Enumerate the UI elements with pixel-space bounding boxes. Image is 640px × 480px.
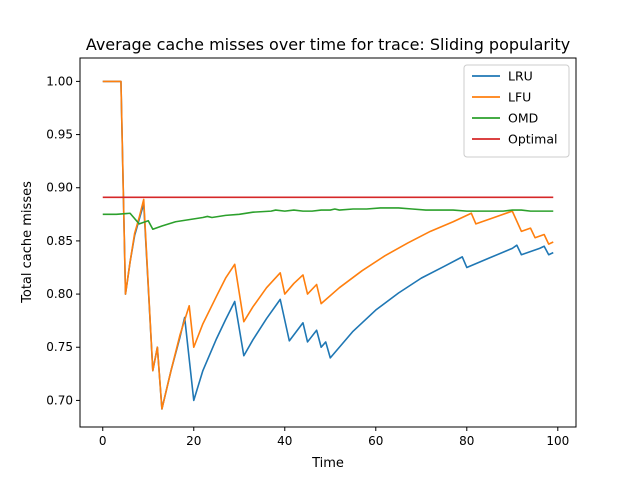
x-tick-label: 60 [368,434,383,448]
chart-title: Average cache misses over time for trace… [86,35,570,54]
y-tick-label: 0.90 [46,181,73,195]
y-tick-label: 0.95 [46,128,73,142]
y-tick-label: 0.70 [46,393,73,407]
x-tick-label: 0 [99,434,107,448]
series-line-omd [102,207,554,231]
y-tick-label: 0.85 [46,234,73,248]
axes-frame [79,57,577,428]
x-tick-label: 100 [546,434,569,448]
x-tick-label: 20 [186,434,201,448]
legend-box [463,64,570,158]
legend-label: LFU [508,90,531,105]
x-tick-label: 80 [459,434,474,448]
y-axis-label: Total cache misses [20,181,35,304]
y-axis: 0.70 0.75 0.80 0.85 0.90 0.95 1.00 [46,74,80,407]
plot-area [79,57,577,428]
x-tick-label: 40 [277,434,292,448]
series-lines [102,80,554,410]
series-line-lfu [102,80,554,410]
y-tick-label: 0.80 [46,287,73,301]
x-axis: 0 20 40 60 80 100 [99,427,569,448]
y-tick-label: 1.00 [46,74,73,88]
legend-label: OMD [508,111,538,126]
x-axis-label: Time [311,456,344,471]
legend-label: Optimal [508,132,557,147]
legend-label: LRU [508,69,533,84]
y-tick-label: 0.75 [46,340,73,354]
legend: LRU LFU OMD Optimal [463,64,570,158]
